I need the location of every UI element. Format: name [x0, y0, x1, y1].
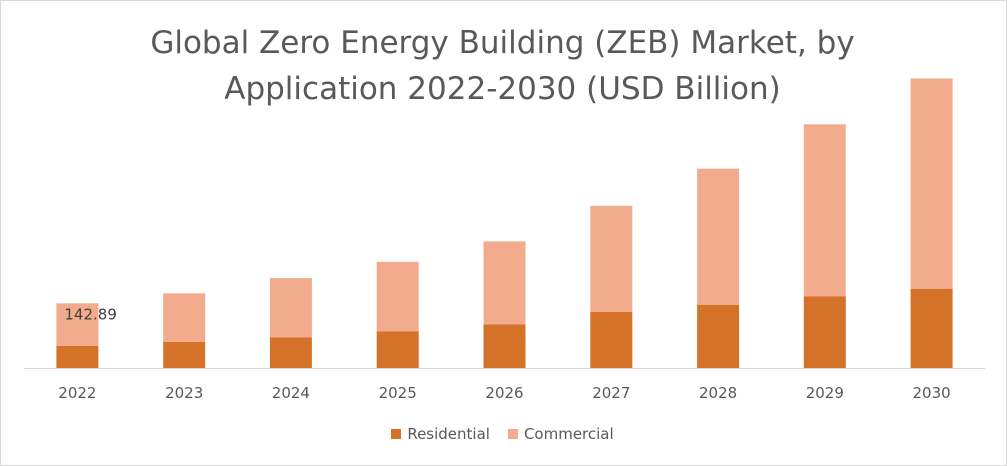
bar-residential-2026	[484, 325, 526, 369]
legend-swatch-residential	[391, 429, 401, 439]
legend-item-residential: Residential	[391, 425, 490, 443]
x-tick-label-2029: 2029	[806, 384, 844, 402]
bar-residential-2029	[804, 297, 846, 369]
bar-residential-2025	[377, 332, 419, 369]
legend-label-commercial: Commercial	[524, 425, 614, 443]
bar-residential-2022	[56, 346, 98, 368]
legend: Residential Commercial	[0, 425, 1005, 443]
bar-residential-2023	[163, 342, 205, 368]
x-tick-label-2030: 2030	[913, 384, 951, 402]
legend-item-commercial: Commercial	[508, 425, 614, 443]
x-tick-label-2024: 2024	[272, 384, 310, 402]
x-tick-label-2022: 2022	[58, 384, 96, 402]
x-tick-label-2028: 2028	[699, 384, 737, 402]
bar-commercial-2030	[911, 78, 953, 289]
legend-swatch-commercial	[508, 429, 518, 439]
x-tick-label-2027: 2027	[592, 384, 630, 402]
bar-residential-2024	[270, 338, 312, 369]
bar-chart: 2022 2023 2024 2025 2026 2027 2028 2029 2030 142.…	[0, 0, 1007, 466]
legend-label-residential: Residential	[407, 425, 490, 443]
x-tick-label-2026: 2026	[485, 384, 523, 402]
bar-residential-2028	[697, 305, 739, 368]
x-tick-label-2025: 2025	[379, 384, 417, 402]
bar-commercial-2029	[804, 124, 846, 296]
bar-commercial-2027	[590, 206, 632, 312]
bar-commercial-2024	[270, 278, 312, 337]
bar-residential-2030	[911, 289, 953, 368]
bar-commercial-2026	[484, 241, 526, 324]
bar-residential-2027	[590, 312, 632, 368]
bar-commercial-2028	[697, 169, 739, 305]
x-tick-label-2023: 2023	[165, 384, 203, 402]
bar-commercial-2023	[163, 293, 205, 342]
data-label-2022: 142.89	[64, 305, 117, 323]
bar-commercial-2025	[377, 262, 419, 332]
